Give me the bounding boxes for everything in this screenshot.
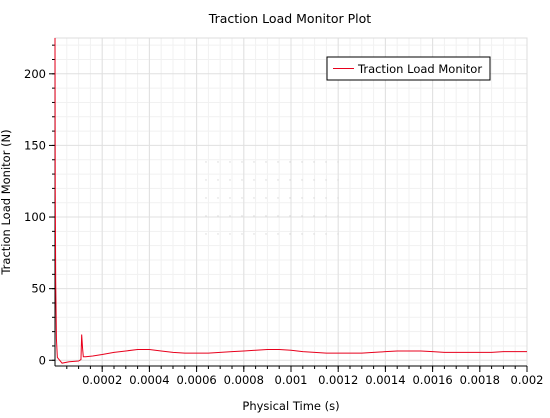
decor-dot	[313, 161, 315, 163]
decor-dot	[289, 197, 291, 199]
x-axis-ticks: 0.0002 0.0004 0.0006 0.0008 0.001 0.0012 0.001…	[66, 366, 544, 387]
decor-dot	[253, 161, 255, 163]
legend-box	[326, 56, 491, 81]
decor-dot	[265, 233, 267, 235]
decor-dot	[241, 197, 243, 199]
y-axis-ticks: 0 50 100 150 200	[24, 44, 55, 367]
decor-dot	[337, 215, 339, 217]
decor-dot	[289, 161, 291, 163]
decor-dot	[241, 233, 243, 235]
decor-dot	[241, 179, 243, 181]
decor-dot	[229, 179, 231, 181]
decor-dot	[301, 161, 303, 163]
decor-dot	[301, 233, 303, 235]
x-tick-label: 0.0008	[224, 373, 264, 387]
decor-dot	[241, 161, 243, 163]
x-tick-label: 0.0002	[82, 373, 122, 387]
decor-dot	[217, 197, 219, 199]
series-line-traction-load-monitor	[54, 37, 527, 364]
chart-title: Traction Load Monitor Plot	[208, 11, 371, 26]
decor-dot	[289, 179, 291, 181]
x-tick-label: 0.002	[511, 373, 544, 387]
decor-dot	[205, 161, 207, 163]
decor-dot	[313, 179, 315, 181]
x-tick-label: 0.0018	[460, 373, 500, 387]
decor-dot	[205, 197, 207, 199]
decor-dot	[265, 179, 267, 181]
minor-dot-pattern	[205, 161, 339, 235]
decor-dot	[325, 215, 327, 217]
y-tick-label: 50	[31, 282, 46, 296]
x-tick-label: 0.0006	[176, 373, 216, 387]
decor-dot	[229, 197, 231, 199]
decor-dot	[337, 161, 339, 163]
decor-dot	[301, 197, 303, 199]
legend-entry-label: Traction Load Monitor	[357, 62, 482, 76]
decor-dot	[325, 233, 327, 235]
decor-dot	[229, 215, 231, 217]
decor-dot	[337, 179, 339, 181]
decor-dot	[301, 179, 303, 181]
y-tick-label: 200	[24, 67, 46, 81]
decor-dot	[265, 197, 267, 199]
x-tick-label: 0.0016	[412, 373, 452, 387]
x-tick-label: 0.0004	[129, 373, 169, 387]
decor-dot	[277, 161, 279, 163]
decor-dot	[217, 161, 219, 163]
y-tick-label: 100	[24, 210, 46, 224]
decor-dot	[253, 197, 255, 199]
decor-dot	[313, 215, 315, 217]
decor-dot	[277, 215, 279, 217]
decor-dot	[313, 197, 315, 199]
decor-dot	[205, 179, 207, 181]
decor-dot	[265, 215, 267, 217]
decor-dot	[217, 233, 219, 235]
decor-dot	[301, 215, 303, 217]
decor-dot	[277, 179, 279, 181]
legend: Traction Load Monitor	[326, 56, 491, 81]
x-axis-label: Physical Time (s)	[242, 399, 339, 413]
y-tick-label: 0	[39, 353, 46, 367]
decor-dot	[253, 233, 255, 235]
decor-dot	[241, 215, 243, 217]
decor-dot	[205, 215, 207, 217]
decor-dot	[289, 215, 291, 217]
decor-dot	[229, 161, 231, 163]
decor-dot	[325, 161, 327, 163]
decor-dot	[253, 215, 255, 217]
decor-dot	[265, 161, 267, 163]
decor-dot	[217, 215, 219, 217]
grid	[55, 38, 528, 366]
x-tick-label: 0.0012	[318, 373, 358, 387]
y-axis-label: Traction Load Monitor (N)	[0, 129, 13, 275]
decor-dot	[229, 233, 231, 235]
decor-dot	[217, 179, 219, 181]
decor-dot	[253, 179, 255, 181]
decor-dot	[205, 233, 207, 235]
decor-dot	[325, 197, 327, 199]
x-tick-label: 0.0014	[365, 373, 405, 387]
decor-dot	[337, 233, 339, 235]
decor-dot	[313, 233, 315, 235]
y-tick-label: 150	[24, 138, 46, 152]
decor-dot	[325, 179, 327, 181]
decor-dot	[337, 197, 339, 199]
decor-dot	[289, 233, 291, 235]
x-tick-label: 0.001	[275, 373, 308, 387]
decor-dot	[277, 197, 279, 199]
decor-dot	[277, 233, 279, 235]
